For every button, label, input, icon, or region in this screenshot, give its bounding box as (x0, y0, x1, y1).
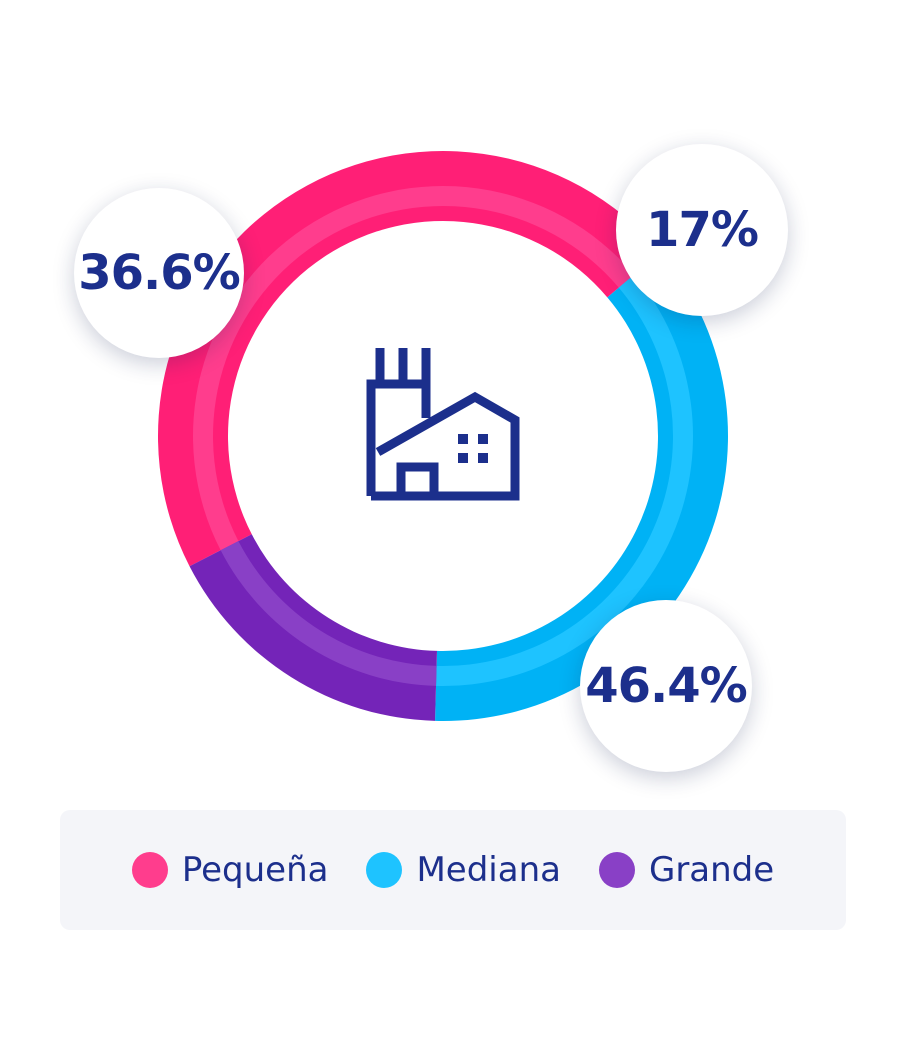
legend-swatch-grande (598, 852, 635, 888)
data-label-grande: 17% (616, 144, 788, 316)
donut-chart (158, 151, 728, 721)
data-label-pequena: 46.4% (580, 600, 752, 772)
legend-swatch-mediana (366, 852, 403, 888)
legend: Pequeña Mediana Grande (60, 810, 846, 930)
legend-label-pequena: Pequeña (181, 850, 329, 890)
factory-icon (366, 348, 520, 501)
legend-label-grande: Grande (648, 850, 775, 890)
legend-item-mediana: Mediana (366, 850, 561, 890)
legend-item-pequena: Pequeña (131, 850, 329, 890)
legend-label-mediana: Mediana (416, 850, 561, 890)
legend-item-grande: Grande (598, 850, 775, 890)
legend-swatch-pequena (131, 852, 168, 888)
slice-mediana-highlight (436, 274, 694, 686)
data-label-mediana: 36.6% (74, 188, 244, 358)
slice-pequena (158, 151, 661, 567)
slice-grande-highlight (220, 541, 437, 686)
factory-windows-icon (458, 434, 488, 463)
